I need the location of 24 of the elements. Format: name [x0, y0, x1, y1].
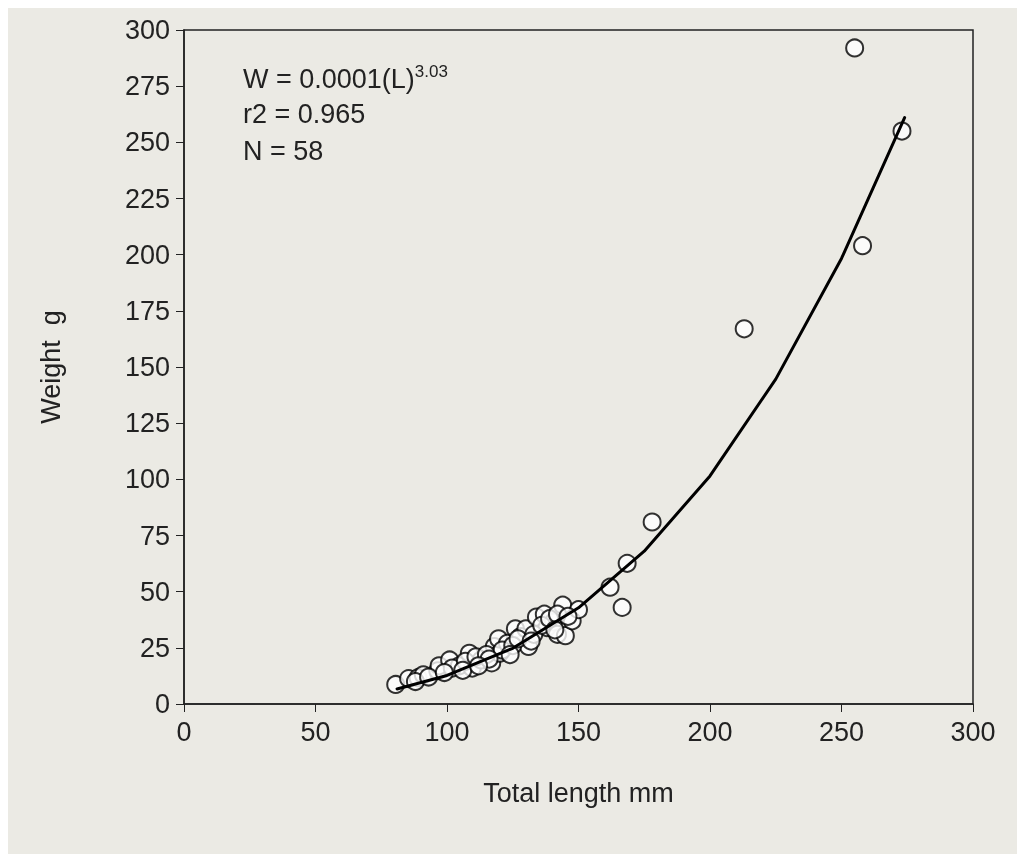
x-tick-label: 200 [687, 716, 733, 747]
x-axis-title: Total length mm [483, 777, 674, 808]
y-tick-label: 300 [124, 15, 170, 45]
y-tick-label: 250 [124, 127, 170, 158]
y-tick-label: 275 [124, 71, 170, 102]
x-tick-label: 100 [424, 716, 470, 747]
x-tick-label: 300 [950, 716, 996, 747]
x-tick-label: 150 [555, 716, 602, 747]
y-axis-title: Weight g [35, 310, 66, 424]
y-tick-label: 200 [124, 239, 170, 270]
annotation: N = 58 [243, 135, 324, 166]
y-tick-label: 175 [124, 295, 170, 326]
x-tick-label: 250 [818, 716, 865, 747]
y-tick-label: 25 [139, 632, 170, 663]
y-tick-label: 150 [124, 352, 170, 382]
y-tick-label: 125 [124, 408, 170, 439]
y-tick-label: 75 [139, 520, 170, 551]
y-tick-label: 50 [139, 576, 170, 607]
y-tick-label: 0 [154, 689, 170, 719]
x-tick-label: 0 [176, 716, 192, 747]
y-tick-label: 225 [124, 183, 170, 214]
y-tick-label: 100 [124, 464, 170, 495]
x-tick-label: 50 [300, 716, 331, 747]
annotation: r2 = 0.965 [243, 98, 366, 129]
